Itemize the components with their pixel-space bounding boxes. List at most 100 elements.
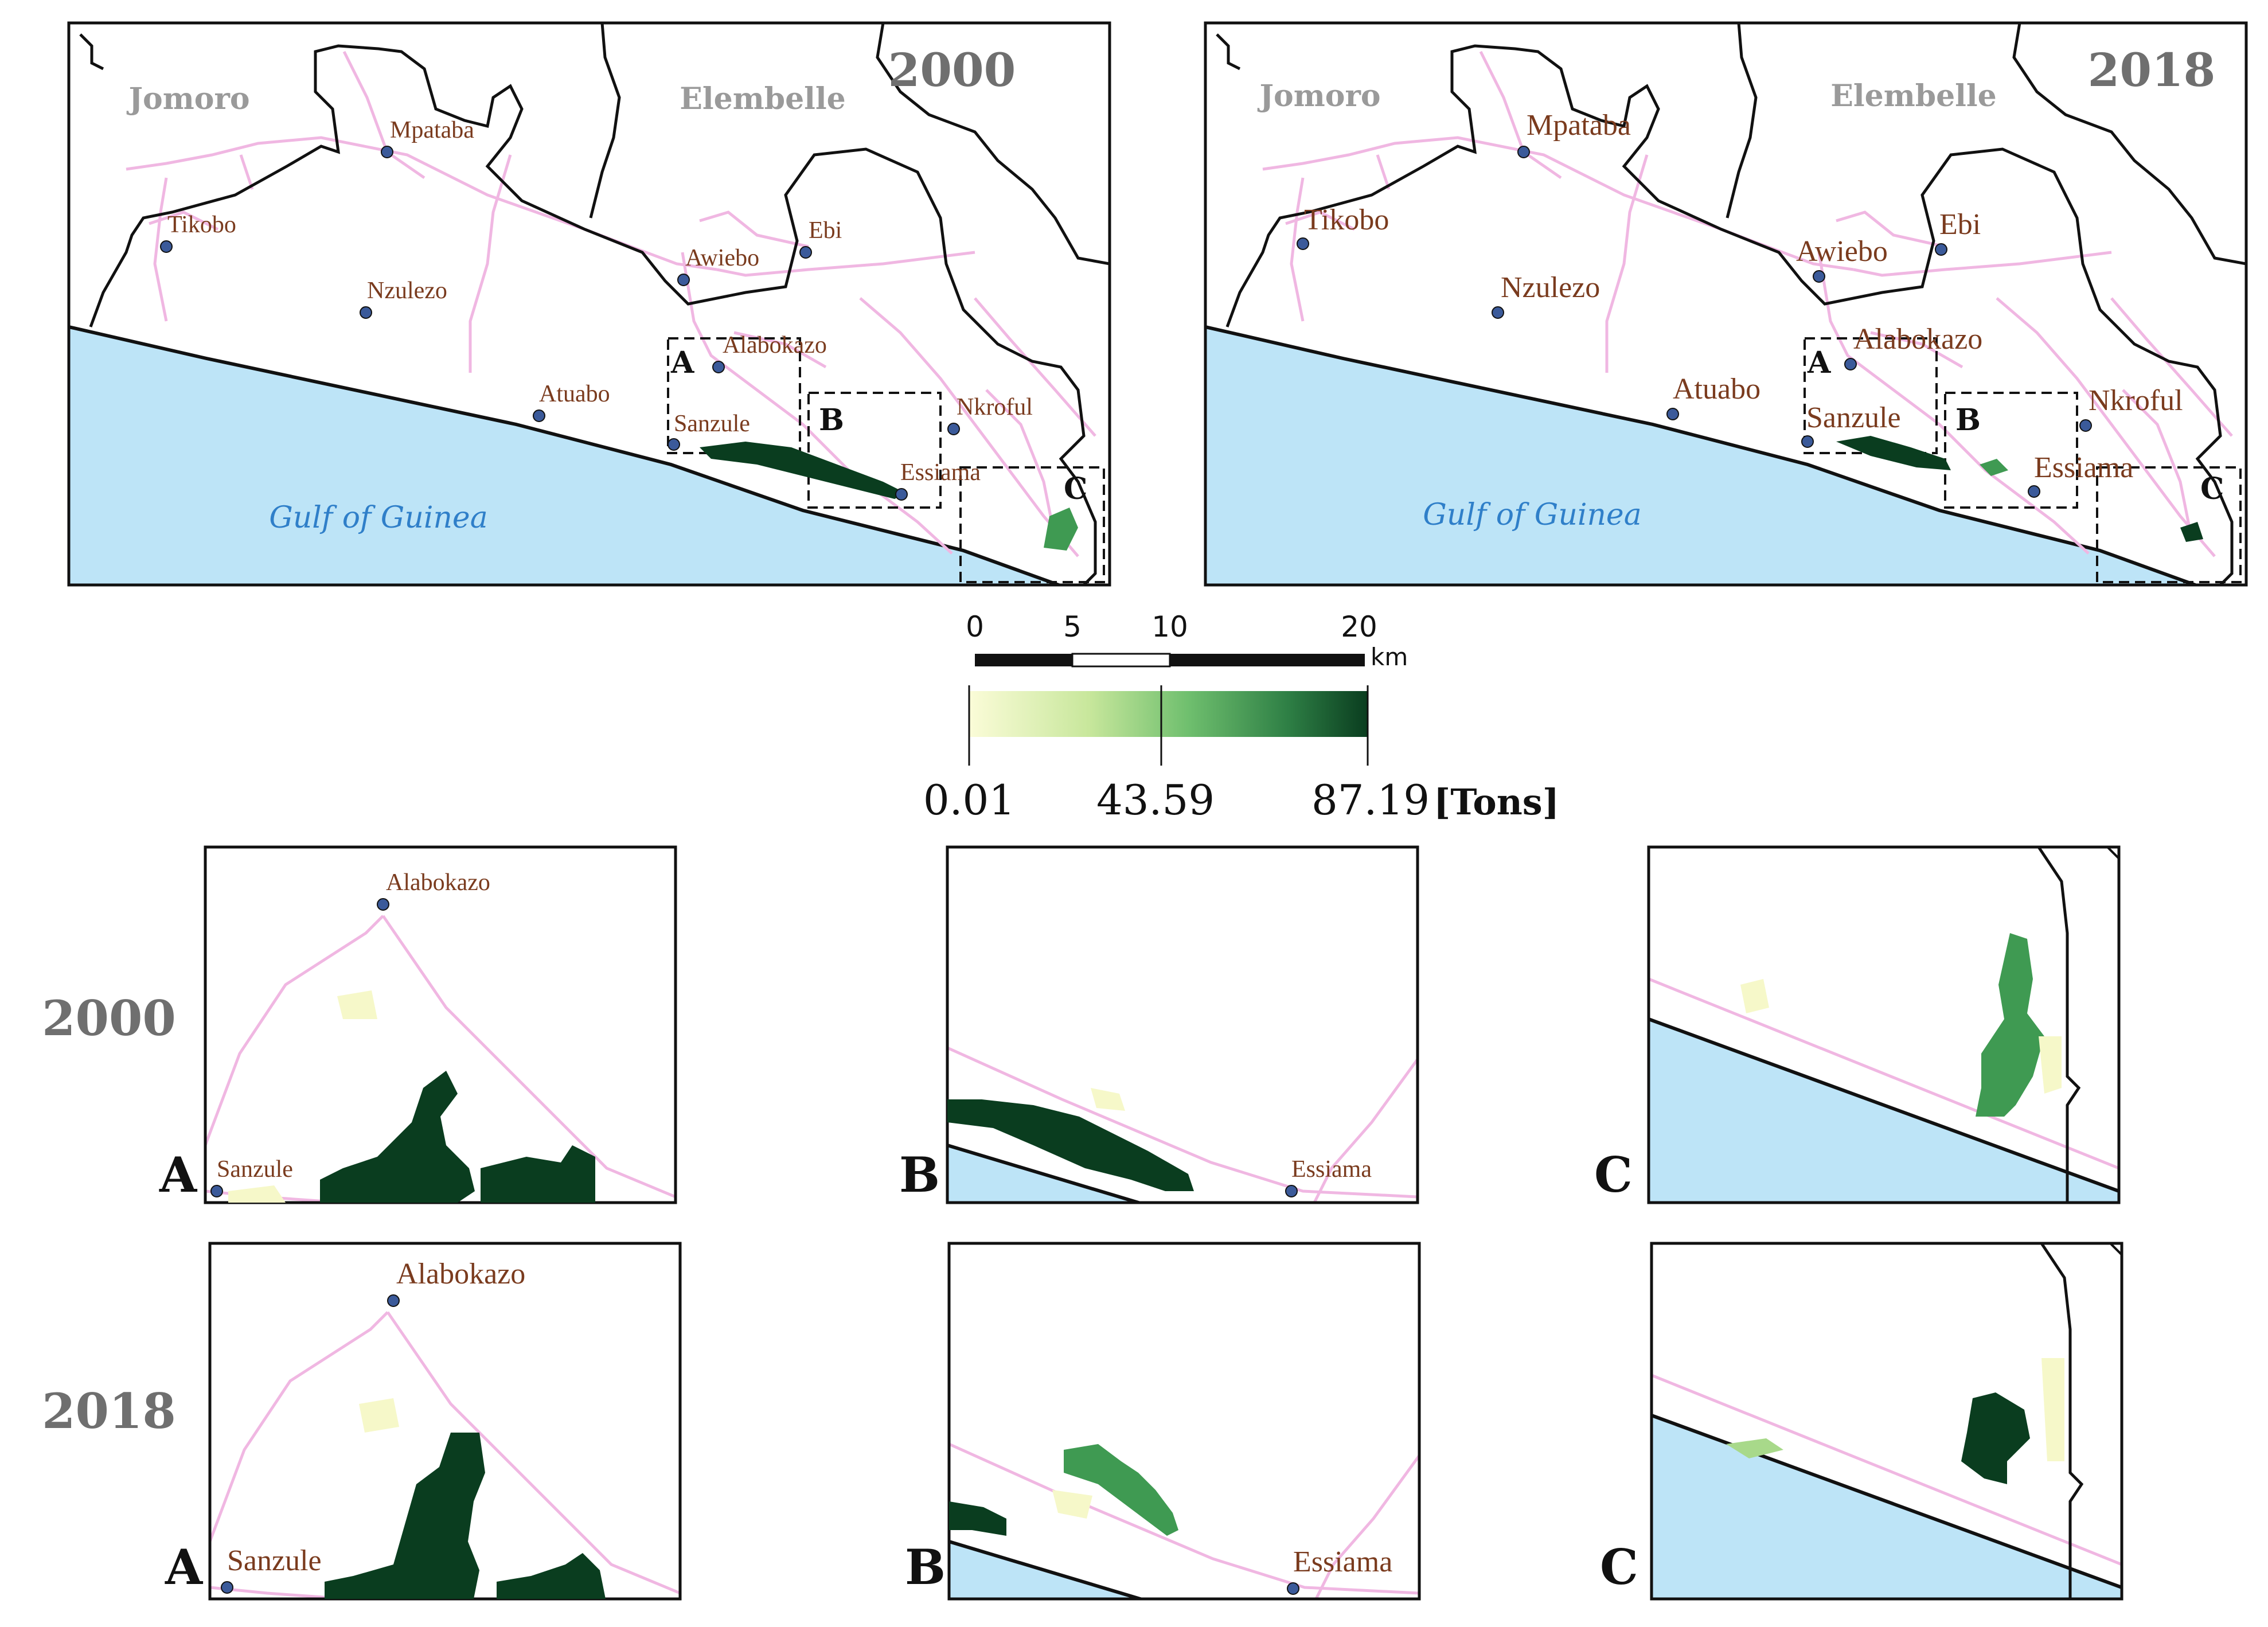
- place-label-mpataba: Mpataba: [1527, 109, 1631, 142]
- biomass-layer: [947, 1088, 1194, 1191]
- place-label-ebi: Ebi: [1939, 208, 1981, 241]
- biomass-layer: [1836, 436, 2203, 542]
- inset-a-2018: Alabokazo Sanzule: [210, 1243, 680, 1599]
- place-markers: Mpataba Tikobo Nzulezo Awiebo Ebi Alabok…: [1297, 109, 2183, 498]
- place-label-sanzule: Sanzule: [1806, 401, 1901, 434]
- inset-label-b-2018: B: [905, 1539, 946, 1595]
- scale-tick-5: 5: [1063, 610, 1082, 643]
- map-year-label: 2000: [888, 43, 1016, 97]
- place-dot-ebi: [1935, 243, 1947, 256]
- place-dot-essiama: [1287, 1582, 1299, 1595]
- inset-row-label-2018: 2018: [42, 1383, 176, 1439]
- place-dot-sanzule: [210, 1185, 223, 1197]
- inset-c-2018: [1652, 1243, 2122, 1610]
- inset-row-label-2000: 2000: [42, 990, 176, 1047]
- inset-b-2000: Essiama: [947, 847, 1418, 1214]
- biomass-layer: [700, 442, 1078, 551]
- map-year-label: 2018: [2088, 43, 2216, 97]
- place-label-alabokazo: Alabokazo: [1853, 323, 1982, 356]
- place-dot-nkroful: [2079, 419, 2092, 432]
- place-label-mpataba: Mpataba: [390, 117, 474, 143]
- biomass-layer: [1740, 933, 2062, 1117]
- legend-max-label: 87.19: [1311, 776, 1430, 824]
- district-label-jomoro: Jomoro: [126, 81, 249, 116]
- place-dot-awiebo: [1813, 270, 1825, 283]
- biomass-layer: [228, 990, 595, 1203]
- biomass-layer: [1726, 1358, 2064, 1484]
- scale-unit: km: [1371, 643, 1408, 671]
- main-map-2018: 2018 Jomoro Elembelle Gulf of Guinea Mpa…: [1205, 23, 2246, 591]
- place-dot-atuabo: [1666, 408, 1679, 420]
- place-dot-essiama: [2028, 485, 2040, 498]
- place-dot-nkroful: [947, 423, 960, 435]
- place-label-tikobo: Tikobo: [1304, 204, 1389, 236]
- place-label-alabokazo: Alabokazo: [396, 1258, 525, 1290]
- zoom-box-label-c: C: [1064, 471, 1087, 506]
- inset-label-c-2000: C: [1594, 1146, 1633, 1203]
- place-label-essiama: Essiama: [1293, 1546, 1392, 1578]
- scale-tick-0: 0: [966, 610, 984, 643]
- scale-bar: 0 5 10 20 km: [966, 610, 1408, 671]
- place-dot-ebi: [799, 246, 812, 259]
- scale-tick-10: 10: [1151, 610, 1188, 643]
- place-label-essiama: Essiama: [900, 459, 981, 486]
- place-label-awiebo: Awiebo: [1796, 235, 1888, 268]
- inset-b-2018: Essiama: [949, 1243, 1419, 1610]
- place-dot-atuabo: [533, 409, 545, 422]
- zoom-box-label-c: C: [2200, 471, 2224, 506]
- water-body-label: Gulf of Guinea: [269, 501, 487, 535]
- place-label-nkroful: Nkroful: [2089, 384, 2183, 417]
- district-label-elembelle: Elembelle: [680, 81, 846, 116]
- place-label-nkroful: Nkroful: [957, 394, 1033, 420]
- place-dot-nzulezo: [360, 306, 372, 319]
- place-label-alabokazo: Alabokazo: [723, 332, 827, 358]
- place-dot-nzulezo: [1492, 306, 1504, 319]
- place-dot-essiama: [1285, 1185, 1298, 1197]
- inset-label-a-2018: A: [165, 1539, 204, 1595]
- place-markers: Mpataba Tikobo Nzulezo Awiebo Ebi Alabok…: [160, 117, 1033, 501]
- zoom-box-label-b: B: [819, 403, 844, 438]
- inset-label-a-2000: A: [159, 1146, 198, 1203]
- place-dot-mpataba: [381, 146, 393, 158]
- place-label-atuabo: Atuabo: [539, 381, 610, 407]
- place-dot-tikobo: [160, 240, 173, 253]
- zoom-box-label-a: A: [1807, 345, 1831, 380]
- place-dot-essiama: [895, 488, 908, 501]
- inset-c-2000: [1649, 847, 2119, 1214]
- place-dot-sanzule: [1801, 435, 1814, 448]
- place-dot-tikobo: [1297, 237, 1309, 250]
- place-label-nzulezo: Nzulezo: [1501, 271, 1600, 304]
- legend-unit-label: [Tons]: [1434, 781, 1559, 823]
- place-dot-alabokazo: [1844, 358, 1857, 370]
- inset-label-c-2018: C: [1600, 1539, 1638, 1595]
- place-label-alabokazo: Alabokazo: [386, 869, 490, 896]
- district-label-jomoro: Jomoro: [1257, 79, 1380, 114]
- main-map-2000: 2000 Jomoro Elembelle Gulf of Guinea Mpa…: [69, 23, 1110, 591]
- place-label-sanzule: Sanzule: [674, 411, 750, 437]
- place-label-nzulezo: Nzulezo: [367, 278, 447, 304]
- inset-label-b-2000: B: [899, 1146, 940, 1203]
- place-dot-alabokazo: [712, 361, 725, 373]
- place-dot-sanzule: [221, 1581, 233, 1594]
- place-label-essiama: Essiama: [2034, 451, 2133, 484]
- place-dot-alabokazo: [387, 1294, 400, 1307]
- place-label-tikobo: Tikobo: [167, 212, 236, 238]
- place-label-ebi: Ebi: [809, 217, 842, 244]
- zoom-box-label-a: A: [670, 345, 694, 380]
- place-label-awiebo: Awiebo: [685, 245, 759, 271]
- biomass-layer: [949, 1444, 1178, 1536]
- inset-a-2000: Alabokazo Sanzule: [205, 847, 676, 1203]
- legend-min-label: 0.01: [923, 776, 1015, 824]
- place-dot-awiebo: [677, 274, 690, 286]
- place-dot-sanzule: [667, 438, 680, 451]
- district-label-elembelle: Elembelle: [1830, 79, 1997, 114]
- place-label-essiama: Essiama: [1291, 1156, 1372, 1183]
- place-label-atuabo: Atuabo: [1673, 373, 1760, 405]
- place-dot-alabokazo: [377, 898, 389, 911]
- scale-tick-20: 20: [1341, 610, 1377, 643]
- water-body-label: Gulf of Guinea: [1423, 498, 1641, 532]
- biomass-layer: [325, 1398, 606, 1599]
- biomass-legend: 0.01 43.59 87.19 [Tons]: [923, 685, 1559, 824]
- place-label-sanzule: Sanzule: [217, 1156, 293, 1183]
- zoom-box-label-b: B: [1955, 403, 1981, 438]
